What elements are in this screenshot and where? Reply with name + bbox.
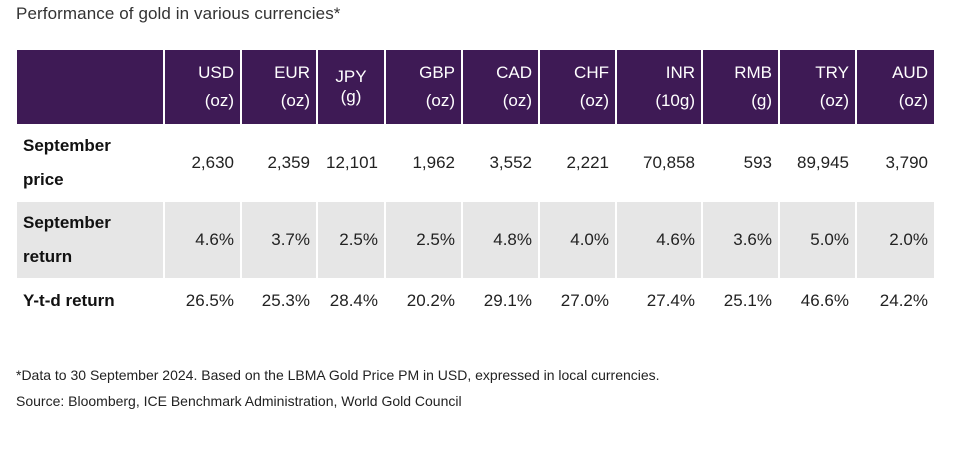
table-cell: 4.6%: [616, 202, 703, 278]
table-cell: 3.7%: [241, 202, 318, 278]
table-cell: 25.1%: [702, 278, 780, 324]
table-row-september-price: September price 2,630 2,359 12,101 1,962 …: [17, 124, 934, 202]
header-cell-jpy: JPY (g): [317, 50, 386, 124]
table-cell: 89,945: [779, 124, 857, 202]
table-cell: 2,359: [241, 124, 318, 202]
header-cell-eur: EUR (oz): [241, 50, 318, 124]
header-cell-inr: INR (10g): [616, 50, 703, 124]
row-label: September return: [17, 202, 165, 278]
row-label: September price: [17, 124, 165, 202]
table-cell: 2.5%: [317, 202, 386, 278]
table-cell: 4.8%: [462, 202, 540, 278]
header-row: USD (oz) EUR (oz) JPY (g) GBP (oz) CAD (oz) …: [17, 50, 934, 124]
header-cell-usd: USD (oz): [164, 50, 242, 124]
table-cell: 46.6%: [779, 278, 857, 324]
header-corner-cell: [17, 50, 165, 124]
table-cell: 28.4%: [317, 278, 386, 324]
table-cell: 24.2%: [856, 278, 934, 324]
table-cell: 20.2%: [385, 278, 463, 324]
table-cell: 2,221: [539, 124, 617, 202]
table-cell: 3,790: [856, 124, 934, 202]
table-cell: 593: [702, 124, 780, 202]
table-cell: 2.5%: [385, 202, 463, 278]
footnote: *Data to 30 September 2024. Based on the…: [16, 367, 660, 383]
table-cell: 29.1%: [462, 278, 540, 324]
table-cell: 12,101: [317, 124, 386, 202]
table-cell: 5.0%: [779, 202, 857, 278]
header-cell-cad: CAD (oz): [462, 50, 540, 124]
table-row-september-return: September return 4.6% 3.7% 2.5% 2.5% 4.8%…: [17, 202, 934, 278]
table-title: Performance of gold in various currencie…: [16, 4, 341, 23]
table-cell: 25.3%: [241, 278, 318, 324]
table-cell: 27.0%: [539, 278, 617, 324]
table-cell: 4.0%: [539, 202, 617, 278]
header-cell-gbp: GBP (oz): [385, 50, 463, 124]
table-cell: 26.5%: [164, 278, 242, 324]
table-cell: 4.6%: [164, 202, 242, 278]
table-cell: 3,552: [462, 124, 540, 202]
table-row-ytd-return: Y-t-d return 26.5% 25.3% 28.4% 20.2% 29.…: [17, 278, 934, 324]
row-label: Y-t-d return: [17, 278, 165, 324]
header-cell-chf: CHF (oz): [539, 50, 617, 124]
header-cell-rmb: RMB (g): [702, 50, 780, 124]
source-note: Source: Bloomberg, ICE Benchmark Adminis…: [16, 393, 462, 409]
table-cell: 2,630: [164, 124, 242, 202]
header-cell-aud: AUD (oz): [856, 50, 934, 124]
table-cell: 3.6%: [702, 202, 780, 278]
table-cell: 1,962: [385, 124, 463, 202]
table-cell: 2.0%: [856, 202, 934, 278]
gold-performance-table: USD (oz) EUR (oz) JPY (g) GBP (oz) CAD (oz) …: [17, 50, 934, 324]
header-cell-try: TRY (oz): [779, 50, 857, 124]
table-cell: 70,858: [616, 124, 703, 202]
table-cell: 27.4%: [616, 278, 703, 324]
